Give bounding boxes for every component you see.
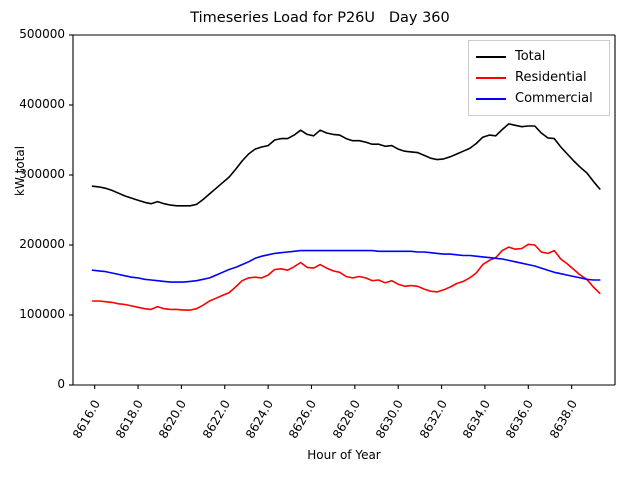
y-axis-tick-label: 0	[57, 377, 65, 391]
y-axis-tick-label: 200000	[19, 237, 65, 251]
x-axis-label: Hour of Year	[307, 448, 381, 462]
chart-legend: Total Residential Commercial	[468, 40, 610, 116]
y-axis-tick-label: 500000	[19, 27, 65, 41]
legend-swatch-total	[476, 55, 506, 58]
legend-label-total: Total	[515, 49, 546, 64]
y-axis-tick-label: 300000	[19, 167, 65, 181]
legend-item-residential: Residential	[476, 67, 602, 88]
legend-item-commercial: Commercial	[476, 88, 602, 109]
legend-label-commercial: Commercial	[515, 91, 593, 106]
legend-swatch-residential	[476, 76, 506, 79]
y-axis-tick-label: 100000	[19, 307, 65, 321]
chart-title: Timeseries Load for P26U Day 360	[190, 10, 450, 26]
legend-label-residential: Residential	[515, 70, 587, 85]
y-axis-tick-label: 400000	[19, 97, 65, 111]
legend-swatch-commercial	[476, 97, 506, 100]
legend-item-total: Total	[476, 46, 602, 67]
